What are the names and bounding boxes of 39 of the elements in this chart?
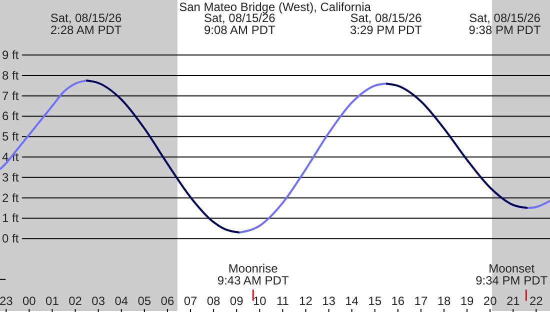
x-tick-label: 14 — [345, 294, 359, 308]
x-tick-label: 21 — [506, 294, 520, 308]
x-tick-label: 00 — [22, 294, 36, 308]
annotation: Sat, 08/15/26 2:28 AM PDT — [50, 11, 122, 37]
y-tick-label: 0 ft — [2, 232, 20, 246]
x-tick-label: 17 — [414, 294, 428, 308]
x-tick-label: 20 — [483, 294, 498, 308]
y-tick-label: 6 ft — [2, 109, 20, 124]
x-tick-label: 03 — [92, 294, 106, 308]
annotation: Sat, 08/15/26 3:29 PM PDT — [350, 11, 423, 37]
x-tick-label: 12 — [299, 294, 313, 308]
y-tick-label: 8 ft — [2, 68, 20, 82]
y-tick-label: 5 ft — [2, 130, 20, 144]
x-tick-label: 13 — [322, 294, 336, 308]
x-tick-label: 10 — [252, 294, 267, 308]
ref-line-label: Moonset 9:34 PM PDT — [476, 262, 548, 288]
x-tick-label: 08 — [206, 294, 221, 308]
ref-line-label: Moonrise 9:43 AM PDT — [217, 262, 290, 288]
y-tick-label: 2 ft — [2, 190, 20, 205]
x-tick-label: 22 — [529, 294, 544, 308]
x-tick-label: 15 — [368, 294, 382, 308]
x-tick-label: 16 — [391, 294, 405, 308]
x-tick-label: 04 — [114, 294, 128, 308]
x-tick-label: 05 — [138, 294, 152, 308]
x-tick-label: 09 — [230, 294, 244, 308]
y-tick-label: 9 ft — [2, 48, 20, 62]
x-tick-label: 06 — [160, 294, 174, 308]
y-tick-label: 7 ft — [2, 88, 20, 103]
annotation: Sat, 08/15/26 9:38 PM PDT — [468, 11, 542, 37]
y-tick-label: 1 ft — [2, 211, 20, 226]
chart-title: San Mateo Bridge (West), California — [179, 0, 372, 14]
x-tick-label: 02 — [68, 294, 82, 308]
y-tick-label: 3 ft — [2, 170, 20, 184]
x-tick-label: 01 — [46, 294, 60, 308]
x-tick-label: 11 — [276, 294, 290, 308]
x-tick-label: 19 — [460, 294, 474, 308]
x-tick-label: 23 — [0, 294, 14, 308]
x-tick-label: 18 — [437, 294, 451, 308]
x-tick-label: 07 — [184, 294, 198, 308]
